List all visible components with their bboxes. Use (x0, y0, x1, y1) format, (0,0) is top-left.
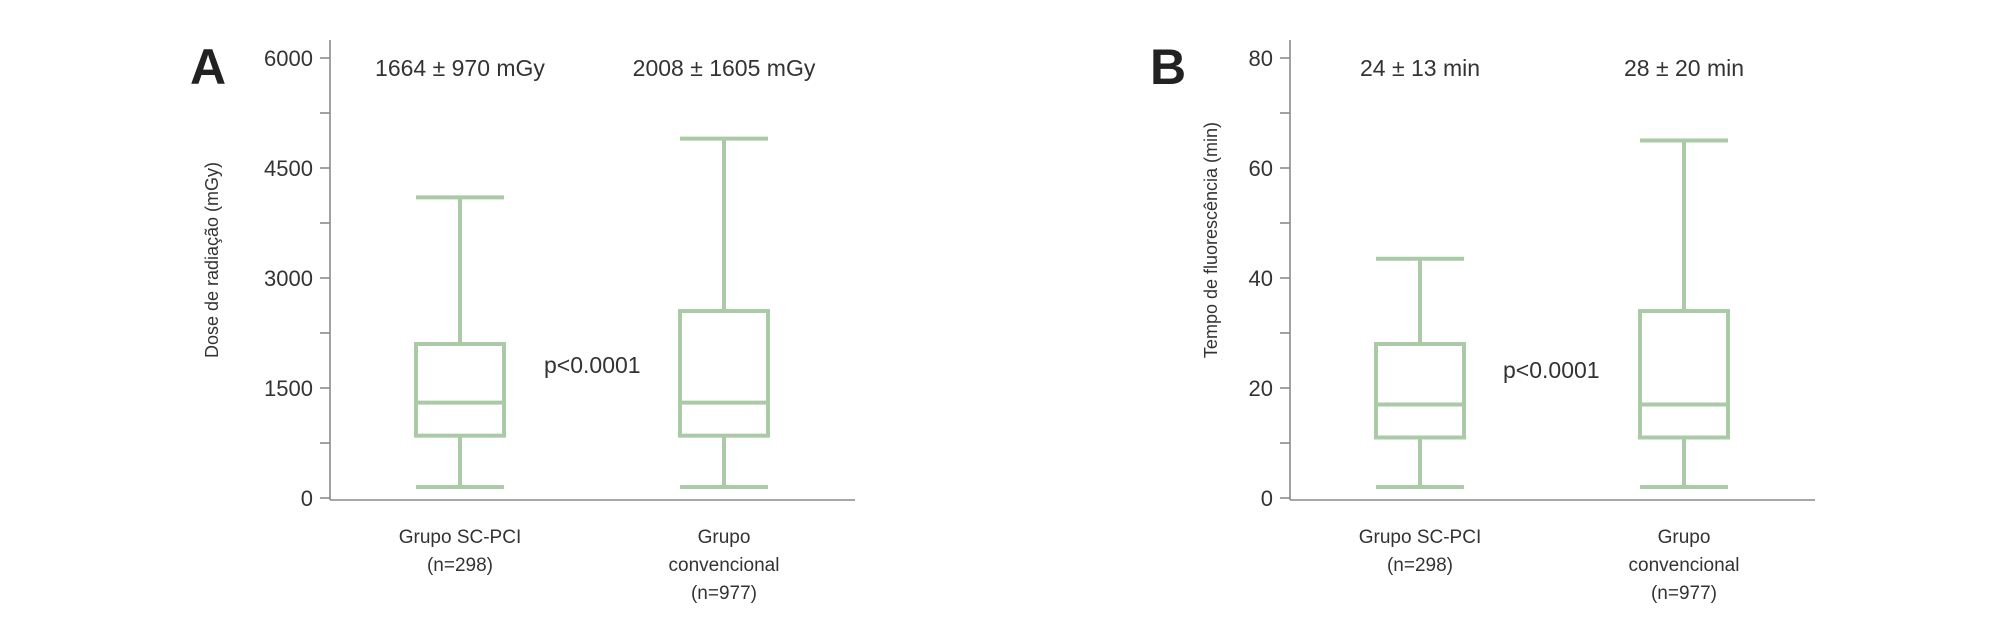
iqr-box (1638, 309, 1730, 440)
y-tick-label: 0 (1261, 486, 1273, 511)
y-tick-label: 4500 (264, 156, 313, 181)
category-label: Grupo SC-PCI (399, 527, 521, 548)
y-tick-label: 1500 (264, 376, 313, 401)
box-group-1: 24 ± 13 min Grupo SC-PCI (n=298) (1359, 55, 1481, 576)
group-stat-label: 2008 ± 1605 mGy (633, 55, 816, 81)
y-tick-label: 0 (301, 486, 313, 511)
p-value-label: p<0.0001 (544, 352, 641, 378)
panel-b: B 0 20 40 60 80 Tempo de fluorescência (min) 24… (1150, 39, 1815, 604)
iqr-box (1374, 342, 1466, 440)
category-label: convencional (1629, 555, 1740, 576)
panel-letter: A (190, 39, 226, 95)
category-label: Grupo (1658, 527, 1711, 548)
y-tick-label: 60 (1249, 156, 1273, 181)
group-stat-label: 28 ± 20 min (1624, 55, 1744, 81)
category-label: Grupo SC-PCI (1359, 527, 1481, 548)
group-stat-label: 1664 ± 970 mGy (375, 55, 545, 81)
category-label: convencional (669, 555, 780, 576)
iqr-box (678, 309, 770, 438)
group-stat-label: 24 ± 13 min (1360, 55, 1480, 81)
category-label: (n=298) (427, 555, 493, 576)
category-label: (n=298) (1387, 555, 1453, 576)
category-label: (n=977) (1651, 583, 1717, 604)
iqr-box (414, 342, 506, 438)
y-tick-label: 6000 (264, 46, 313, 71)
category-label: Grupo (698, 527, 751, 548)
category-label: (n=977) (691, 583, 757, 604)
y-tick-label: 20 (1249, 376, 1273, 401)
panel-letter: B (1150, 39, 1186, 95)
box-group-1: 1664 ± 970 mGy Grupo SC-PCI (n=298) (375, 55, 545, 576)
y-tick-label: 80 (1249, 46, 1273, 71)
y-axis-title: Dose de radiação (mGy) (202, 162, 222, 358)
y-tick-label: 3000 (264, 266, 313, 291)
p-value-label: p<0.0001 (1503, 357, 1600, 383)
y-axis-title: Tempo de fluorescência (min) (1201, 122, 1221, 358)
box-group-2: 2008 ± 1605 mGy Grupo convencional (n=977) (633, 55, 816, 604)
y-tick-label: 40 (1249, 266, 1273, 291)
box-group-2: 28 ± 20 min Grupo convencional (n=977) (1624, 55, 1744, 604)
panel-a: A 0 1500 3000 4500 6000 Dose de radiação (mGy)… (190, 39, 855, 604)
